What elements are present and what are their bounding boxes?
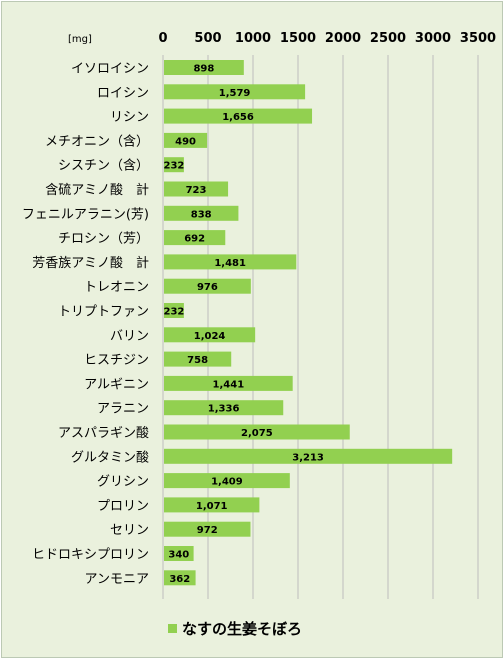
unit-label: [mg]	[68, 34, 92, 45]
bar-14	[164, 375, 293, 391]
data-label-14: 1,441	[213, 379, 245, 390]
data-labels: 898 1,579 1,656 490 232 723 838 692 1,481 976 232 1…	[164, 64, 324, 585]
category-label-22: アンモニア	[85, 572, 149, 587]
bar-20	[164, 521, 251, 537]
category-label-6: 含硫アミノ酸 計	[45, 182, 149, 198]
data-label-18: 1,409	[211, 477, 243, 488]
bar-9	[164, 254, 297, 270]
bar-4	[164, 132, 208, 148]
category-label-20: セリン	[110, 523, 149, 538]
data-label-22: 362	[169, 574, 190, 585]
bar-22	[164, 570, 196, 586]
bar-16	[164, 424, 350, 440]
data-label-13: 758	[187, 355, 208, 366]
category-label-3: リシン	[110, 110, 149, 125]
category-label-15: アラニン	[97, 402, 149, 417]
bar-series	[164, 60, 453, 586]
x-tick-label-0: 0	[158, 31, 167, 46]
bar-2	[164, 84, 306, 100]
category-label-10: トレオニン	[84, 280, 149, 295]
legend-swatch	[168, 624, 177, 633]
data-label-15: 1,336	[208, 404, 240, 415]
legend-label: なすの生姜そぼろ	[182, 620, 302, 638]
bar-19	[164, 497, 260, 513]
bar-6	[164, 181, 229, 197]
x-axis-tick-labels: 0 500 1000 1500 2000 2500 3000 3500	[158, 31, 496, 46]
x-tick-label-1000: 1000	[235, 31, 271, 46]
category-label-9: 芳香族アミノ酸 計	[32, 255, 149, 271]
data-label-7: 838	[191, 209, 212, 220]
category-label-2: ロイシン	[97, 86, 149, 101]
category-label-14: アルギニン	[84, 377, 149, 392]
category-label-19: プロリン	[97, 499, 149, 514]
bar-18	[164, 473, 290, 489]
data-label-3: 1,656	[222, 112, 254, 123]
bar-13	[164, 351, 232, 367]
bar-12	[164, 327, 256, 343]
data-label-6: 723	[186, 185, 207, 196]
data-label-5: 232	[164, 161, 185, 172]
bar-7	[164, 205, 239, 221]
data-label-17: 3,213	[292, 452, 324, 463]
x-tick-label-3000: 3000	[415, 31, 451, 46]
x-tick-label-500: 500	[194, 31, 221, 46]
data-label-19: 1,071	[196, 501, 228, 512]
x-tick-label-2500: 2500	[370, 31, 406, 46]
data-label-2: 1,579	[219, 88, 251, 99]
bar-17	[164, 448, 453, 464]
bar-21	[164, 546, 194, 561]
category-label-16: アスパラギン酸	[58, 426, 149, 441]
data-label-11: 232	[164, 307, 185, 318]
legend: なすの生姜そぼろ	[168, 620, 302, 638]
data-label-8: 692	[184, 234, 205, 245]
category-label-5: シスチン（含）	[58, 158, 149, 174]
category-label-18: グリシン	[97, 475, 149, 490]
category-label-11: トリプトファン	[58, 305, 149, 320]
data-label-21: 340	[168, 550, 189, 561]
category-label-4: メチオニン（含）	[45, 133, 149, 149]
category-label-12: バリン	[110, 329, 149, 344]
bar-8	[164, 230, 226, 246]
data-label-10: 976	[197, 282, 218, 293]
bar-11	[164, 303, 184, 318]
x-tick-label-1500: 1500	[280, 31, 316, 46]
category-label-21: ヒドロキシプロリン	[32, 548, 149, 563]
category-label-1: イソロイシン	[71, 62, 149, 77]
data-label-16: 2,075	[241, 428, 273, 439]
bar-10	[164, 278, 251, 294]
bar-3	[164, 108, 313, 124]
bar-5	[164, 157, 184, 173]
data-label-12: 1,024	[194, 331, 226, 342]
data-label-4: 490	[175, 136, 196, 147]
x-tick-label-2000: 2000	[325, 31, 361, 46]
x-tick-label-3500: 3500	[460, 31, 496, 46]
category-label-17: グルタミン酸	[71, 450, 149, 465]
category-label-13: ヒスチジン	[84, 353, 149, 368]
bar-15	[164, 400, 284, 416]
category-label-7: フェニルアラニン(芳)	[22, 207, 149, 222]
bar-1	[164, 60, 244, 75]
data-label-1: 898	[193, 64, 214, 75]
data-label-9: 1,481	[214, 258, 246, 269]
data-label-20: 972	[197, 525, 218, 536]
category-label-8: チロシン（芳）	[58, 232, 149, 247]
grid-lines	[162, 55, 479, 599]
